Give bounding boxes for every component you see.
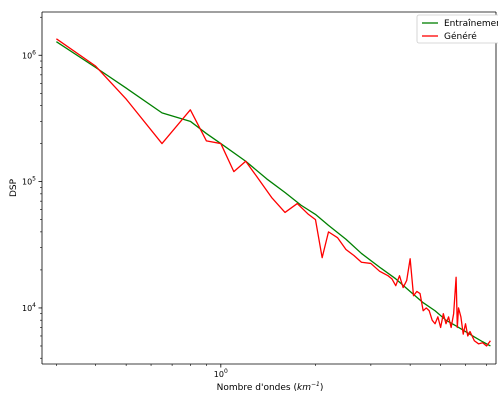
ticks-layer: 100 104 105 106 <box>22 16 487 379</box>
plot-background <box>42 12 496 364</box>
x-axis-label: Nombre d'ondes (km−1) <box>217 381 324 393</box>
series-line-genere <box>56 38 491 347</box>
y-tick-label: 105 <box>22 176 36 187</box>
legend: Entraînement Généré <box>416 14 498 44</box>
y-axis-label: DSP <box>9 178 19 197</box>
series-layer <box>56 38 491 347</box>
y-tick-label: 104 <box>22 302 36 313</box>
x-tick-label: 100 <box>214 368 228 379</box>
y-tick-label: 106 <box>22 49 36 60</box>
legend-label-entrainement: Entraînement <box>444 19 498 29</box>
series-line-entrainement <box>56 41 491 347</box>
axes-layer <box>41 11 497 365</box>
legend-label-genere: Généré <box>444 31 477 42</box>
